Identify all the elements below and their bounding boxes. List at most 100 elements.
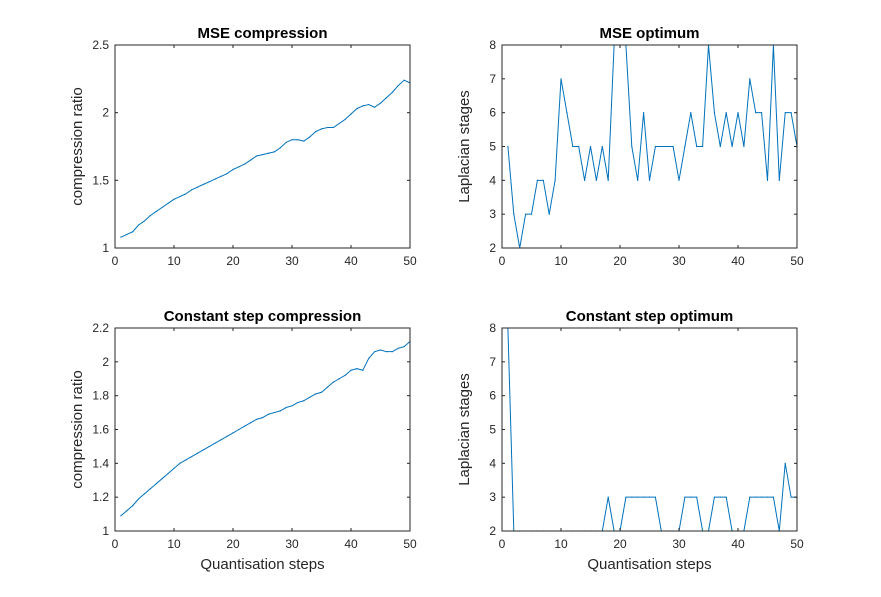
data-point [132, 505, 134, 507]
y-tick-label: 2 [489, 241, 496, 255]
data-point [356, 368, 358, 370]
y-tick-label: 1.5 [92, 173, 109, 187]
data-point [362, 105, 364, 107]
data-point [766, 179, 769, 181]
data-point [267, 152, 269, 154]
data-point [725, 496, 727, 498]
data-point [149, 488, 151, 490]
data-point [297, 139, 299, 141]
data-point [173, 467, 175, 470]
data-point [778, 179, 780, 181]
data-point [755, 496, 757, 498]
data-point [548, 213, 550, 215]
data-point [250, 159, 252, 161]
data-point [315, 131, 317, 133]
y-tick-label: 3 [489, 490, 496, 504]
data-point [560, 78, 562, 80]
data-point [654, 496, 657, 498]
axes-frame [114, 44, 411, 249]
chart-2: 0 10 20 30 40 50 2 3 4 5 6 7 8 MSE optimum Laplacian s… [456, 25, 804, 268]
data-point [155, 210, 157, 213]
y-tick-label: 1.4 [92, 456, 109, 470]
data-point [578, 145, 580, 148]
data-point [607, 496, 609, 498]
data-point [261, 417, 264, 419]
y-tick-label: 2 [102, 106, 109, 120]
data-point [285, 406, 287, 409]
data-point [637, 496, 639, 498]
data-point [344, 374, 346, 376]
data-point [273, 411, 275, 414]
data-point [350, 369, 352, 371]
data-point [690, 496, 692, 498]
y-tick-label: 4 [489, 456, 496, 470]
x-tick-label: 40 [731, 537, 745, 551]
x-axis-label: Quantisation steps [587, 556, 711, 573]
data-point [350, 113, 352, 115]
data-point [749, 78, 751, 80]
data-point [743, 145, 745, 148]
y-tick-label: 2 [489, 524, 496, 538]
x-tick-label: 10 [554, 537, 568, 551]
data-point [672, 145, 674, 148]
data-point [362, 369, 364, 371]
data-point [607, 179, 609, 181]
x-tick-label: 0 [112, 537, 119, 551]
y-tick-label: 3 [489, 207, 496, 221]
data-point [332, 381, 334, 383]
data-point [232, 432, 234, 434]
data-point [256, 155, 258, 157]
data-point [285, 141, 287, 144]
data-point [161, 206, 163, 208]
data-point [149, 214, 151, 217]
data-point [572, 145, 574, 148]
x-tick-label: 30 [285, 254, 299, 268]
data-point [232, 168, 234, 171]
y-tick-label: 8 [489, 38, 496, 52]
data-point [179, 195, 181, 198]
x-tick-label: 0 [499, 537, 506, 551]
data-point [684, 496, 686, 498]
y-tick-label: 7 [489, 355, 496, 369]
data-point [291, 139, 293, 141]
data-point [273, 151, 275, 153]
data-point [309, 136, 311, 138]
data-point [256, 418, 258, 420]
series-line [120, 79, 411, 238]
data-point [542, 179, 544, 181]
data-point [784, 462, 786, 464]
data-point [772, 496, 775, 498]
data-point [197, 186, 199, 188]
data-point [226, 172, 228, 175]
data-point [244, 425, 246, 427]
data-point [226, 435, 228, 437]
data-point [761, 496, 763, 498]
data-point [379, 102, 382, 104]
y-tick-label: 6 [489, 389, 496, 403]
x-tick-label: 10 [167, 254, 181, 268]
data-point [120, 236, 122, 238]
data-point [332, 126, 334, 129]
data-point [315, 393, 317, 395]
data-point [507, 145, 509, 148]
x-tick-label: 40 [731, 254, 745, 268]
y-tick-label: 1 [102, 241, 109, 255]
data-point [267, 413, 269, 415]
data-point [143, 493, 146, 495]
series-line [120, 341, 411, 517]
data-point [238, 166, 240, 168]
chart-title: Constant step optimum [566, 308, 734, 325]
chart-1: 0 10 20 30 40 50 1 1.5 2 2.5 MSE compression compre… [69, 25, 417, 268]
data-point [214, 178, 216, 180]
data-point [696, 496, 698, 498]
data-point [167, 472, 169, 475]
data-point [654, 145, 657, 148]
x-tick-label: 0 [112, 254, 119, 268]
x-tick-label: 40 [344, 254, 358, 268]
data-point [678, 179, 680, 181]
x-tick-label: 20 [613, 254, 627, 268]
x-tick-label: 20 [226, 254, 240, 268]
data-point [385, 97, 387, 99]
y-axis-label: compression ratio [69, 87, 86, 205]
data-point [625, 496, 627, 498]
